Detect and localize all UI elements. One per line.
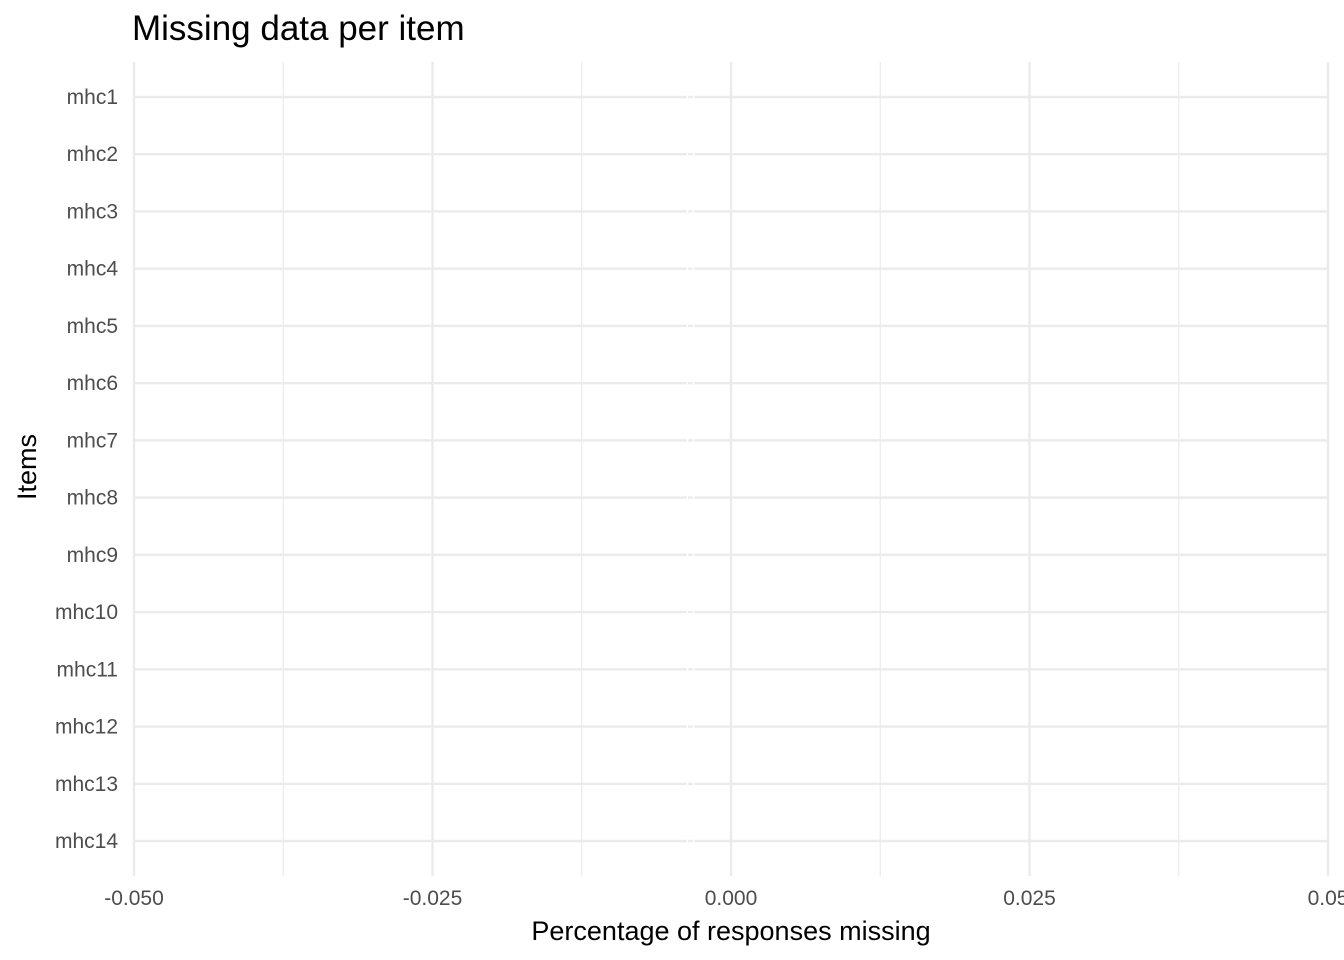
- bar-value-label: 0: [686, 376, 695, 393]
- y-tick-label: mhc5: [67, 315, 118, 338]
- bar-value-label: 0: [686, 834, 695, 851]
- x-axis-title: Percentage of responses missing: [531, 916, 930, 946]
- minor-gridlines: [282, 62, 1180, 876]
- bar-value-label: 0: [686, 90, 695, 107]
- bar-value-label: 0: [686, 548, 695, 565]
- y-tick-label: mhc9: [67, 544, 118, 567]
- major-gridlines: [132, 62, 1330, 876]
- bar-value-label: 0: [686, 262, 695, 279]
- bar-value-label: 0: [686, 605, 695, 622]
- y-tick-label: mhc13: [55, 773, 118, 796]
- bar-value-label: 0: [686, 777, 695, 794]
- bar-labels: 0 0 0 0 0 0 0 0 0 0 0 0 0 0: [686, 90, 695, 851]
- x-tick-label: -0.025: [403, 887, 463, 910]
- y-tick-label: mhc8: [67, 487, 118, 510]
- x-tick-label: 0.025: [1003, 887, 1056, 910]
- bar-value-label: 0: [686, 433, 695, 450]
- y-tick-label: mhc2: [67, 143, 118, 166]
- y-tick-label: mhc14: [55, 830, 118, 853]
- bar-value-label: 0: [686, 491, 695, 508]
- bar-value-label: 0: [686, 147, 695, 164]
- bar-value-label: 0: [686, 319, 695, 336]
- y-tick-label: mhc12: [55, 716, 118, 739]
- y-tick-label: mhc6: [67, 372, 118, 395]
- y-tick-label: mhc11: [57, 658, 118, 681]
- x-axis-tick-labels: -0.050 -0.025 0.000 0.025 0.05: [104, 887, 1344, 910]
- chart-title: Missing data per item: [132, 9, 465, 48]
- y-tick-label: mhc7: [67, 429, 118, 452]
- bar-value-label: 0: [686, 204, 695, 221]
- y-axis-tick-labels: mhc1 mhc2 mhc3 mhc4 mhc5 mhc6 mhc7 mhc8 mhc9 mhc1…: [55, 86, 118, 853]
- x-tick-label: 0.05: [1308, 887, 1344, 910]
- bar-value-label: 0: [686, 662, 695, 679]
- x-tick-label: -0.050: [104, 887, 164, 910]
- y-tick-label: mhc3: [67, 200, 118, 223]
- bar-value-label: 0: [686, 720, 695, 737]
- y-tick-label: mhc4: [67, 258, 119, 281]
- x-tick-label: 0.000: [705, 887, 758, 910]
- y-axis-title: Items: [12, 434, 42, 500]
- y-tick-label: mhc10: [55, 601, 118, 624]
- y-tick-label: mhc1: [67, 86, 118, 109]
